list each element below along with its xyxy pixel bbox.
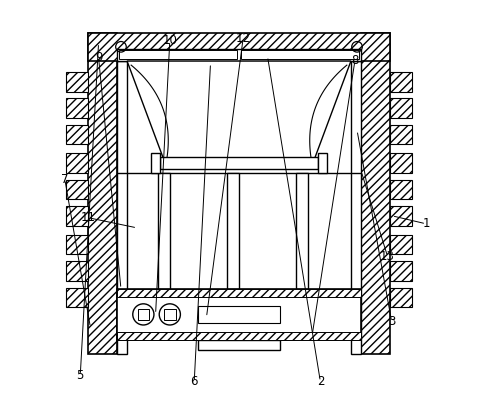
Bar	[88, 33, 390, 61]
Bar	[361, 33, 390, 354]
Bar	[351, 61, 361, 354]
Bar	[66, 206, 88, 226]
Text: 10: 10	[163, 34, 177, 47]
Text: 8: 8	[351, 54, 358, 67]
Text: 11: 11	[81, 211, 96, 224]
Bar	[117, 61, 127, 354]
Polygon shape	[127, 61, 351, 165]
Bar	[151, 153, 160, 173]
Bar	[227, 173, 239, 289]
Bar	[390, 235, 412, 254]
Bar	[66, 180, 88, 199]
Bar	[198, 306, 280, 322]
Bar	[117, 289, 361, 297]
Bar	[66, 153, 88, 173]
Bar	[138, 309, 149, 320]
Text: 5: 5	[76, 369, 84, 382]
Text: 9: 9	[95, 51, 102, 64]
Bar	[117, 289, 361, 340]
Text: 7: 7	[61, 173, 68, 186]
Bar	[390, 288, 412, 307]
Bar	[66, 125, 88, 144]
Bar	[119, 50, 237, 59]
Bar	[390, 206, 412, 226]
Bar	[390, 180, 412, 199]
Bar	[390, 125, 412, 144]
Bar	[117, 332, 361, 340]
Bar	[160, 157, 318, 169]
Bar	[66, 235, 88, 254]
Bar	[117, 49, 361, 61]
Text: 3: 3	[388, 315, 395, 328]
Bar	[118, 297, 360, 332]
Bar	[66, 288, 88, 307]
Text: 12: 12	[236, 32, 250, 45]
Bar	[318, 153, 327, 173]
Bar	[66, 261, 88, 281]
Bar	[88, 33, 117, 354]
Bar	[66, 72, 88, 92]
Bar	[390, 261, 412, 281]
Text: 6: 6	[190, 375, 198, 388]
Bar	[241, 50, 359, 59]
Text: 1: 1	[423, 217, 430, 230]
Bar	[66, 98, 88, 118]
Text: 2: 2	[316, 375, 324, 388]
Bar	[198, 340, 280, 350]
Bar	[390, 153, 412, 173]
Bar	[390, 98, 412, 118]
Bar	[390, 72, 412, 92]
Bar	[158, 173, 170, 289]
Text: 13: 13	[380, 250, 395, 263]
Bar	[296, 173, 308, 289]
Bar	[164, 309, 175, 320]
